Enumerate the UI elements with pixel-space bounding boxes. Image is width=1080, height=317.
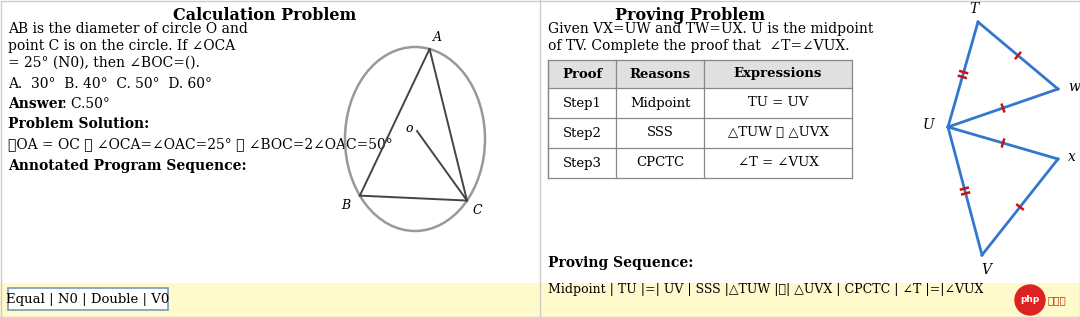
FancyBboxPatch shape [8,288,168,310]
Text: B: B [340,199,350,212]
Text: CPCTC: CPCTC [636,157,684,170]
Text: AB is the diameter of circle O and: AB is the diameter of circle O and [8,22,248,36]
Text: U: U [922,118,934,132]
Text: w: w [1068,80,1080,94]
Text: Problem Solution:: Problem Solution: [8,117,149,131]
Text: php: php [1021,295,1040,305]
Text: △TUW ≅ △UVX: △TUW ≅ △UVX [728,126,828,139]
Text: : C.50°: : C.50° [62,97,110,111]
Text: C: C [472,204,482,217]
FancyBboxPatch shape [548,60,852,88]
Text: Midpoint | TU |=| UV | SSS |△TUW |≅| △UVX | CPCTC | ∠T |=|∠VUX: Midpoint | TU |=| UV | SSS |△TUW |≅| △UV… [548,283,984,296]
Text: Proving Problem: Proving Problem [615,7,765,24]
Text: Reasons: Reasons [630,68,690,81]
Text: Proving Sequence:: Proving Sequence: [548,256,693,270]
Text: x: x [1068,150,1076,164]
Text: A: A [433,31,442,44]
Text: Midpoint: Midpoint [630,96,690,109]
Text: Proof: Proof [562,68,602,81]
Text: Step3: Step3 [563,157,602,170]
Text: ∵OA = OC ∴ ∠OCA=∠OAC=25° ∴ ∠BOC=2∠OAC=50°: ∵OA = OC ∴ ∠OCA=∠OAC=25° ∴ ∠BOC=2∠OAC=50… [8,137,393,151]
Text: ∠T = ∠VUX: ∠T = ∠VUX [738,157,819,170]
Text: Step1: Step1 [563,96,602,109]
Text: Expressions: Expressions [733,68,822,81]
Text: 中文网: 中文网 [1048,295,1067,305]
Text: Answer: Answer [8,97,65,111]
Text: V: V [981,263,991,277]
Text: A.  30°  B. 40°  C. 50°  D. 60°: A. 30° B. 40° C. 50° D. 60° [8,77,212,91]
Text: Step2: Step2 [563,126,602,139]
Text: o: o [405,122,413,135]
Text: Calculation Problem: Calculation Problem [174,7,356,24]
Text: SSS: SSS [647,126,674,139]
Text: Annotated Program Sequence:: Annotated Program Sequence: [8,159,246,173]
Circle shape [1015,285,1045,315]
Text: = 25° (N0), then ∠BOC=().: = 25° (N0), then ∠BOC=(). [8,56,200,70]
Text: TU = UV: TU = UV [747,96,808,109]
Text: Equal | N0 | Double | V0: Equal | N0 | Double | V0 [6,293,170,306]
Text: Given VX=UW and TW=UX. U is the midpoint: Given VX=UW and TW=UX. U is the midpoint [548,22,874,36]
Text: of TV. Complete the proof that  ∠T=∠VUX.: of TV. Complete the proof that ∠T=∠VUX. [548,39,850,53]
Text: T: T [970,2,978,16]
FancyBboxPatch shape [0,283,1080,317]
Text: point C is on the circle. If ∠OCA: point C is on the circle. If ∠OCA [8,39,235,53]
